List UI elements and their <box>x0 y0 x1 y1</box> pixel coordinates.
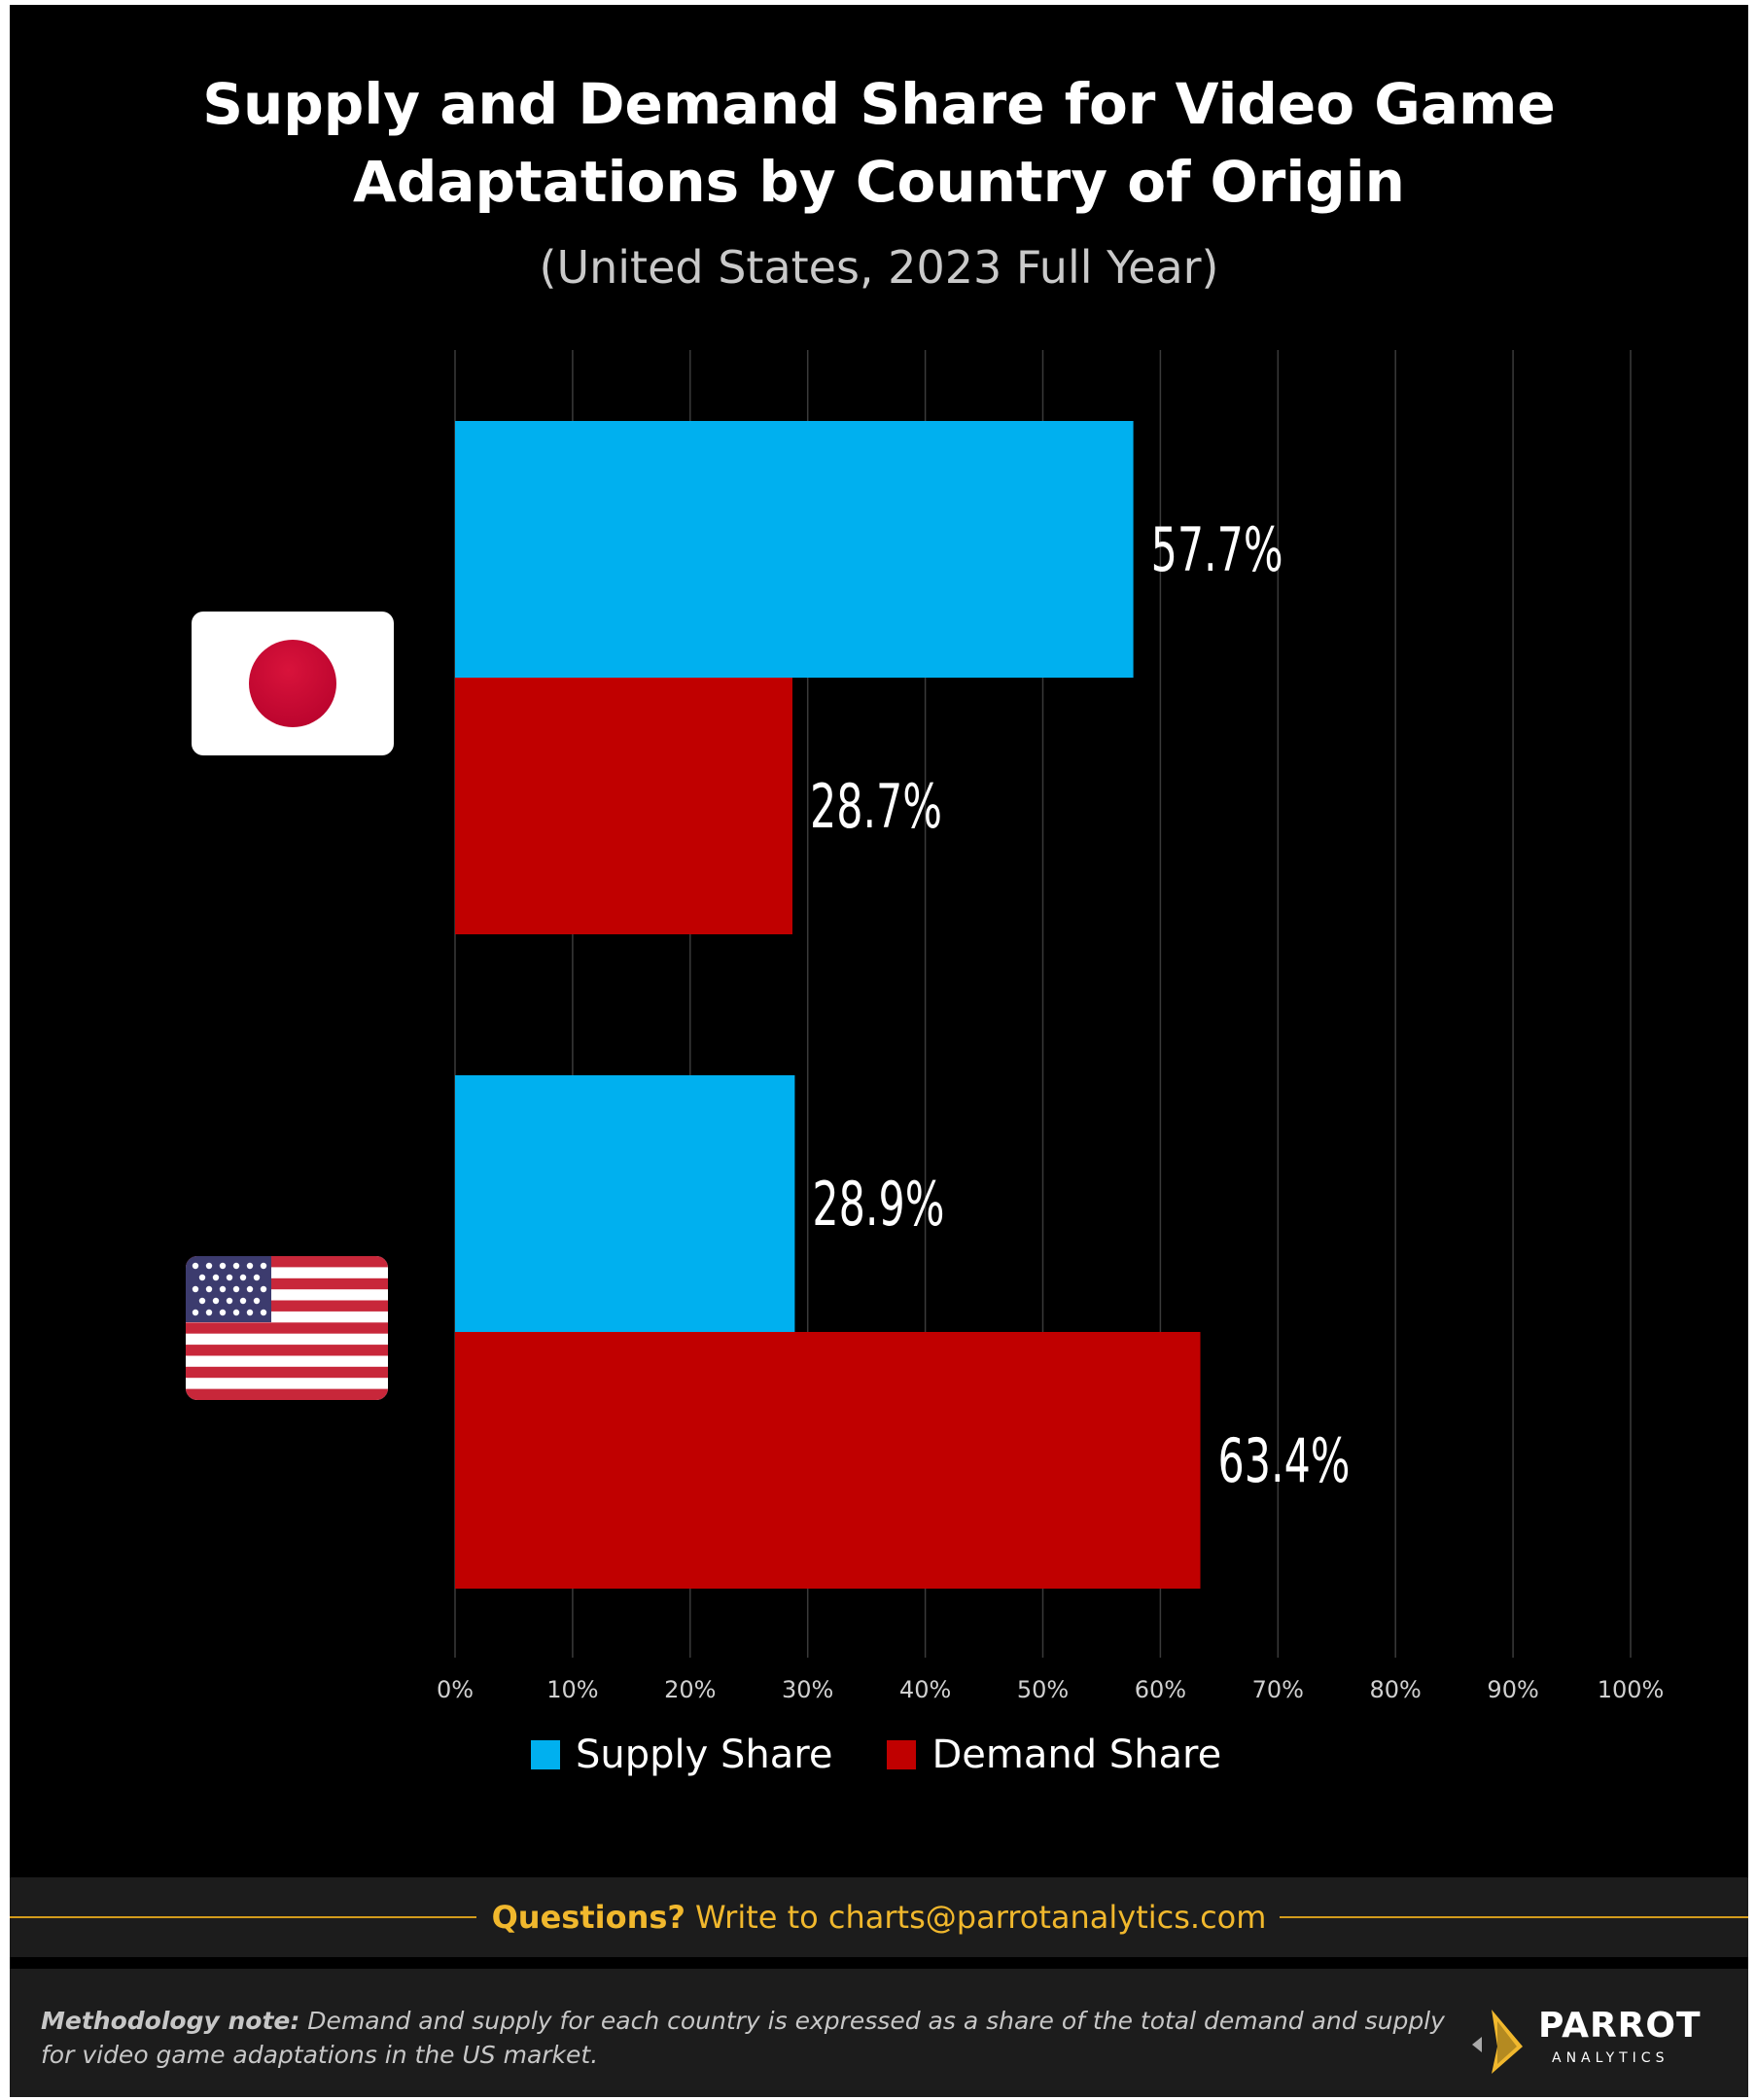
legend-label-demand: Demand Share <box>931 1732 1222 1777</box>
x-tick-label: 40% <box>899 1676 951 1703</box>
legend-item-supply: Supply Share <box>531 1732 832 1777</box>
questions-rule-left <box>10 1916 476 1918</box>
x-tick-label: 10% <box>546 1676 598 1703</box>
logo-sub: ANALYTICS <box>1552 2050 1669 2066</box>
bar-value-label: 28.7% <box>810 771 942 842</box>
parrot-logo-icon <box>1472 2010 1523 2074</box>
data-labels: 57.7% 28.7% 28.9% 63.4% <box>810 514 1351 1496</box>
legend-item-demand: Demand Share <box>887 1732 1221 1777</box>
bar-demand-1 <box>455 1332 1201 1589</box>
questions-text: Questions? Write to charts@parrotanalyti… <box>10 1877 1748 1957</box>
x-tick-label: 30% <box>782 1676 833 1703</box>
logo-name: PARROT <box>1538 2006 1702 2046</box>
chart-panel: Supply and Demand Share for Video Game A… <box>10 5 1748 2097</box>
x-tick-label: 70% <box>1252 1676 1304 1703</box>
x-tick-label: 80% <box>1370 1676 1422 1703</box>
bar-value-label: 63.4% <box>1218 1425 1351 1496</box>
legend-swatch-supply <box>531 1740 560 1769</box>
chart-title: Supply and Demand Share for Video Game A… <box>10 65 1748 221</box>
bar-supply-1 <box>455 1075 795 1332</box>
bar-value-label: 28.9% <box>812 1169 944 1240</box>
x-tick-label: 0% <box>437 1676 474 1703</box>
x-tick-label: 20% <box>664 1676 716 1703</box>
bar-value-label: 57.7% <box>1151 514 1283 585</box>
bar-chart: 57.7% 28.7% 28.9% 63.4% 0% 10% 20% 30% 40% 50% 60… <box>437 350 1664 1703</box>
japan-flag-icon <box>192 612 394 755</box>
chart-legend: Supply Share Demand Share <box>531 1726 1276 1784</box>
x-axis-ticks: 0% 10% 20% 30% 40% 50% 60% 70% 80% 90% 100% <box>437 1676 1664 1703</box>
x-tick-label: 90% <box>1487 1676 1538 1703</box>
chart-subtitle: (United States, 2023 Full Year) <box>539 241 1219 294</box>
bars <box>455 421 1201 1589</box>
footer: Methodology note: Demand and supply for … <box>10 1969 1748 2097</box>
x-tick-label: 50% <box>1017 1676 1069 1703</box>
bar-supply-0 <box>455 421 1134 678</box>
questions-bar: Questions? Write to charts@parrotanalyti… <box>10 1877 1748 1957</box>
questions-rule-right <box>1280 1916 1748 1918</box>
methodology-text: Demand and supply for each country is ex… <box>41 2007 1445 2069</box>
chart-title-line-2: Adaptations by Country of Origin <box>353 149 1405 215</box>
japan-flag-disc <box>249 640 336 727</box>
parrot-analytics-logo: PARROT ANALYTICS <box>1468 2002 1711 2080</box>
methodology-lead: Methodology note: <box>41 2007 300 2035</box>
questions-email-link[interactable]: Write to charts@parrotanalytics.com <box>694 1899 1267 1936</box>
legend-swatch-demand <box>887 1740 917 1769</box>
us-flag-icon <box>186 1256 388 1400</box>
questions-lead: Questions? <box>491 1899 685 1936</box>
x-tick-label: 60% <box>1135 1676 1186 1703</box>
methodology-note: Methodology note: Demand and supply for … <box>41 2004 1451 2072</box>
chart-title-line-1: Supply and Demand Share for Video Game <box>202 71 1556 137</box>
bar-demand-0 <box>455 678 792 934</box>
x-tick-label: 100% <box>1598 1676 1665 1703</box>
legend-label-supply: Supply Share <box>576 1732 833 1777</box>
